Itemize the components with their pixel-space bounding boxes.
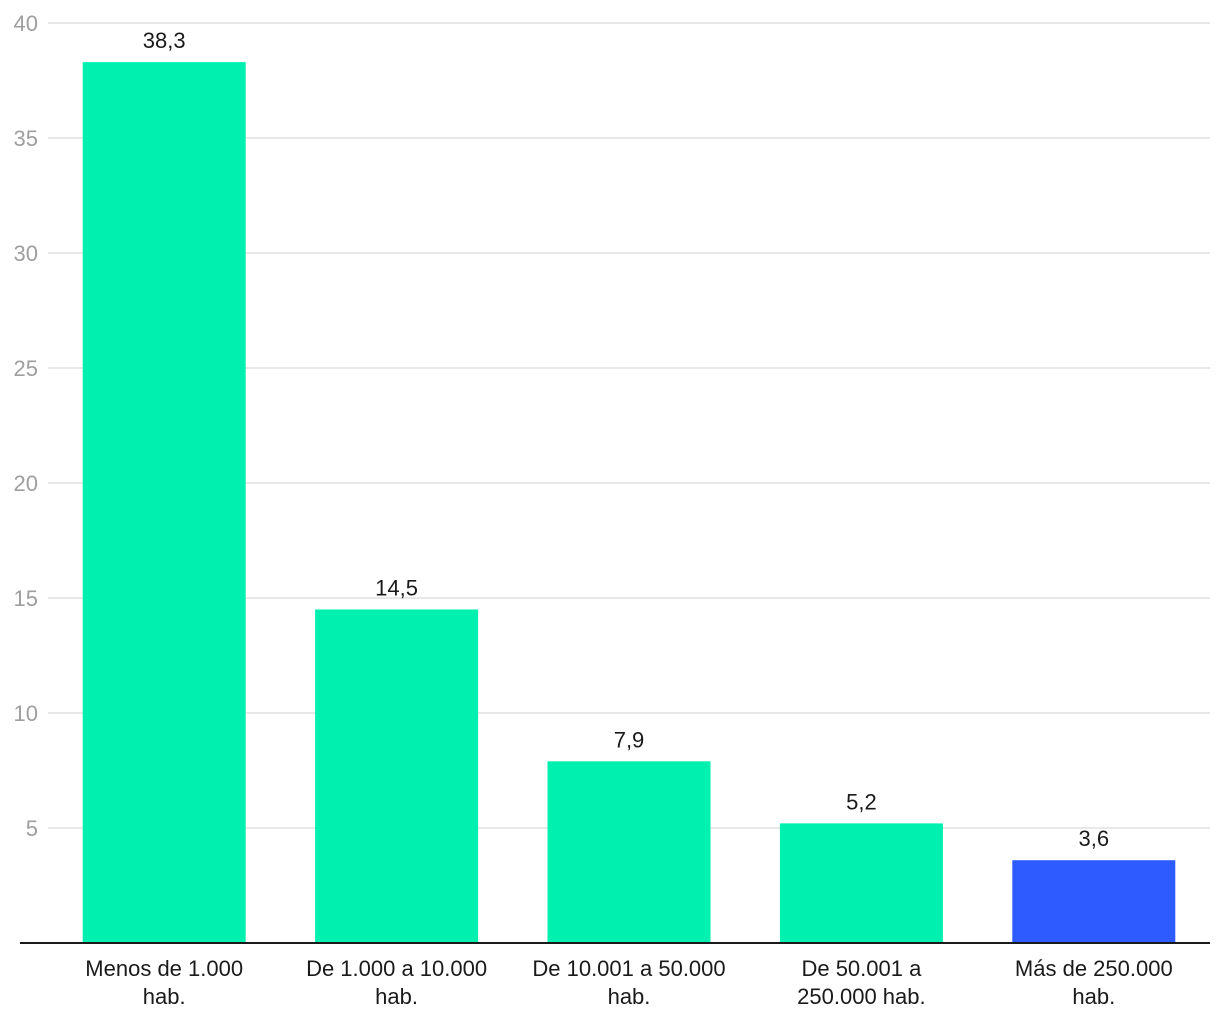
bar bbox=[1012, 860, 1176, 943]
bar bbox=[779, 823, 943, 943]
data-labels: 38,3 14,5 7,9 5,2 3,6 bbox=[143, 28, 1109, 851]
y-tick-label: 10 bbox=[14, 701, 38, 726]
x-tick-label: De 10.001 a 50.000 bbox=[532, 956, 725, 981]
y-tick-label: 20 bbox=[14, 471, 38, 496]
bar bbox=[547, 761, 711, 943]
y-tick-label: 35 bbox=[14, 126, 38, 151]
bar bbox=[82, 62, 246, 944]
x-axis-ticks: Menos de 1.000 hab. De 1.000 a 10.000 hab. D… bbox=[85, 956, 1172, 1009]
x-tick-label: Menos de 1.000 bbox=[85, 956, 243, 981]
y-tick-label: 25 bbox=[14, 356, 38, 381]
y-tick-label: 30 bbox=[14, 241, 38, 266]
x-tick-label: hab. bbox=[608, 984, 651, 1009]
data-label: 38,3 bbox=[143, 28, 186, 53]
x-tick-label: hab. bbox=[1072, 984, 1115, 1009]
x-tick-label: hab. bbox=[375, 984, 418, 1009]
data-label: 7,9 bbox=[614, 727, 645, 752]
x-tick-label: Más de 250.000 bbox=[1015, 956, 1173, 981]
x-tick-label: hab. bbox=[143, 984, 186, 1009]
bars bbox=[82, 62, 1176, 944]
data-label: 5,2 bbox=[846, 789, 877, 814]
bar bbox=[315, 609, 479, 943]
y-axis-ticks: 5 10 15 20 25 30 35 40 bbox=[14, 11, 38, 841]
x-tick-label: De 1.000 a 10.000 bbox=[306, 956, 487, 981]
x-tick-label: 250.000 hab. bbox=[797, 984, 925, 1009]
y-tick-label: 15 bbox=[14, 586, 38, 611]
x-tick-label: De 50.001 a bbox=[801, 956, 922, 981]
data-label: 3,6 bbox=[1079, 826, 1110, 851]
data-label: 14,5 bbox=[375, 576, 418, 601]
y-tick-label: 40 bbox=[14, 11, 38, 36]
y-tick-label: 5 bbox=[26, 816, 38, 841]
